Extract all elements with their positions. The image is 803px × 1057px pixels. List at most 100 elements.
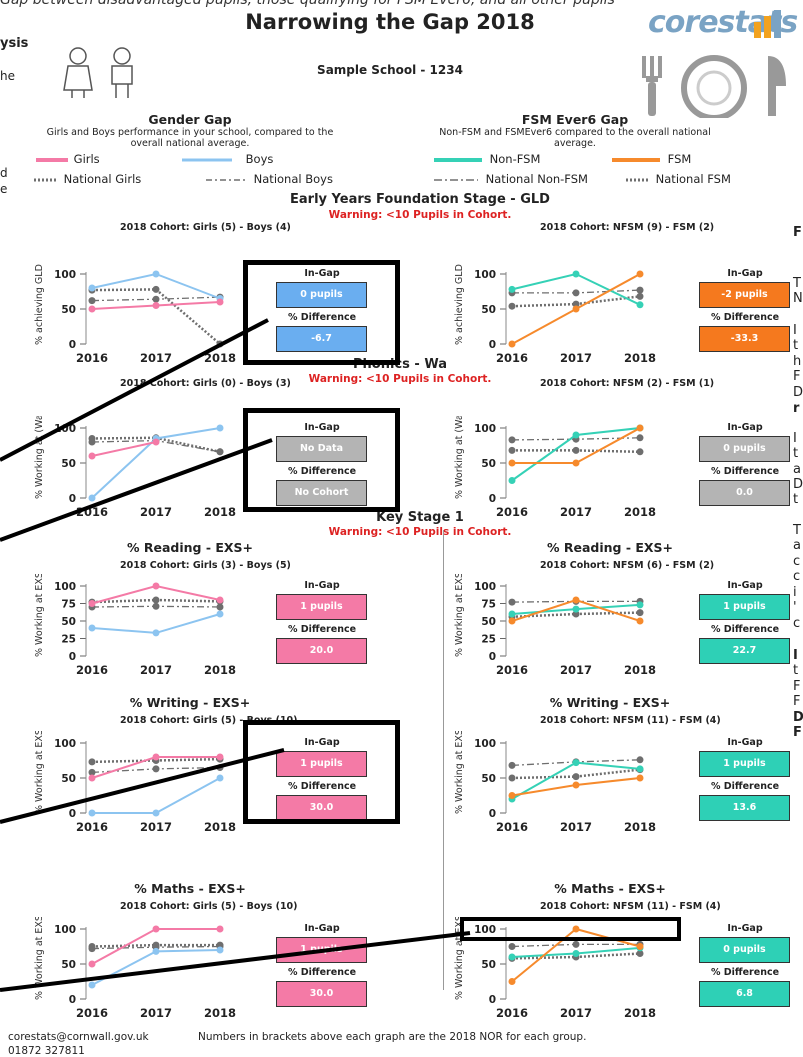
wa-fsm-series-natB-point [636, 434, 644, 442]
read-fsm-subtitle: % Reading - EXS+ [546, 540, 674, 555]
writ-fsm-cohort-label: 2018 Cohort: NFSM (11) - FSM (4) [540, 715, 721, 726]
wa-gender-pct-diff-value: No Cohort [276, 480, 367, 506]
right-column-fragment: T [793, 276, 801, 291]
read-fsm-y-tick-label: 0 [489, 651, 496, 663]
math-gender-cohort-label: 2018 Cohort: Girls (5) - Boys (10) [120, 901, 298, 912]
bar-logo-icon [754, 10, 781, 38]
girls-line-swatch [36, 157, 68, 162]
national-boys-dashdot-swatch [206, 178, 246, 181]
math-gender-series-girls-point [88, 960, 96, 968]
legend-national-girls-label: National Girls [63, 172, 142, 186]
writ-fsm-series-natB-point [636, 756, 644, 764]
read-fsm-chart: % Working at EXS+ 0 25 50 75 100 2016 2017 2018 [454, 574, 656, 677]
writ-gender-series-boys-point [216, 774, 224, 782]
gld-gender-series-natB-point [152, 295, 160, 303]
gld-fsm-series-nonfsm-point [636, 301, 644, 309]
writ-gender-series-boys-point [88, 809, 96, 817]
gld-fsm-series-nonfsm-point [508, 285, 516, 293]
read-fsm-series-fsm-point [508, 617, 516, 625]
right-column-fragment: t [793, 338, 799, 353]
gld-gender-x-tick-label: 2018 [204, 351, 236, 365]
read-gender-y-tick-label: 0 [69, 651, 76, 663]
right-column-fragment: a [793, 462, 801, 477]
fsm-gap-heading: FSM Ever6 Gap [521, 112, 629, 127]
math-gender-series-boys-point [216, 946, 224, 954]
writ-fsm-subtitle: % Writing - EXS+ [549, 695, 671, 710]
writ-fsm-y-tick-label: 0 [489, 808, 496, 820]
page-title: Narrowing the Gap 2018 [245, 10, 535, 34]
gld-gender-in-gap-label: In-Gap [304, 268, 340, 279]
right-column-fragment: c [793, 554, 801, 569]
read-gender-in-gap-label: In-Gap [304, 580, 340, 591]
writ-gender-y-axis-label: % Working at EXS+ [34, 731, 45, 814]
left-heading-fragment: ysis [0, 36, 29, 51]
gld-fsm-x-tick-label: 2018 [624, 351, 656, 365]
writ-fsm-series-nonfsm-point [636, 765, 644, 773]
writ-fsm-in-gap-label: In-Gap [727, 737, 763, 748]
writ-gender-chart: % Working at EXS+ 0 50 100 2016 2017 2018 [34, 731, 236, 834]
phonics-warning: Warning: <10 Pupils in Cohort. [308, 373, 492, 385]
right-column-fragment: F [793, 225, 802, 240]
math-fsm-series-natB-point [508, 943, 516, 950]
read-gender-x-tick-label: 2018 [204, 663, 236, 677]
writ-fsm-x-tick-label: 2017 [560, 820, 592, 834]
wa-fsm-in-gap-value: 0 pupils [699, 436, 790, 462]
wa-fsm-x-tick-label: 2016 [496, 505, 528, 519]
gld-fsm-y-tick-label: 50 [481, 304, 496, 316]
wa-fsm-series-fsm-point [508, 459, 516, 467]
wa-gender-in-gap-label: In-Gap [304, 422, 340, 433]
read-fsm-x-tick-label: 2016 [496, 663, 528, 677]
math-fsm-series-natB-point [572, 940, 580, 948]
eyfs-warning: Warning: <10 Pupils in Cohort. [328, 209, 512, 221]
read-fsm-x-tick-label: 2018 [624, 663, 656, 677]
gld-gender-pct-diff-value: -6.7 [276, 326, 367, 352]
read-gender-series-girls-point [88, 600, 96, 607]
wa-fsm-series-natA-point [636, 448, 644, 456]
right-column-fragment: T [793, 523, 801, 538]
wa-gender-series-boys-point [216, 424, 224, 432]
legend-non-fsm-label: Non-FSM [489, 152, 541, 166]
math-fsm-y-axis-label: % Working at EXS+ [454, 917, 465, 1000]
wa-fsm-cohort-label: 2018 Cohort: NFSM (2) - FSM (1) [540, 378, 715, 389]
right-column-fragment: c [793, 616, 801, 631]
writ-gender-subtitle: % Writing - EXS+ [129, 695, 251, 710]
corestats-logo: corestats [648, 5, 798, 40]
math-gender-series-girls-point [152, 925, 160, 933]
read-gender-series-natA-point [152, 596, 160, 604]
right-column-fragment: ' [793, 600, 797, 615]
wa-gender-cohort-label: 2018 Cohort: Girls (0) - Boys (3) [120, 378, 291, 389]
read-fsm-y-tick-label: 75 [481, 599, 496, 611]
math-gender-x-tick-label: 2018 [204, 1006, 236, 1020]
wa-gender-pct-diff-label: % Difference [287, 466, 357, 477]
writ-gender-y-tick-label: 0 [69, 808, 76, 820]
legend-fsm: FSM [612, 152, 691, 166]
legend-girls: Girls [0, 152, 100, 166]
gld-fsm-series-natB-point [636, 286, 644, 294]
math-fsm-y-tick-label: 100 [474, 924, 496, 936]
read-fsm-series-natB-point [508, 598, 516, 606]
math-fsm-series-nonfsm-point [572, 950, 580, 957]
math-fsm-x-tick-label: 2018 [624, 1006, 656, 1020]
legend-national-fsm-label: National FSM [655, 172, 731, 186]
legend-national-girls: National Girls [34, 172, 141, 186]
writ-gender-series-girls-point [216, 753, 224, 761]
wa-fsm-y-tick-label: 50 [481, 458, 496, 470]
writ-fsm-series-fsm-point [572, 781, 580, 789]
math-gender-series-natA-point [216, 941, 224, 949]
gld-fsm-pct-diff-label: % Difference [710, 312, 780, 323]
wa-gender-x-tick-label: 2018 [204, 505, 236, 519]
gld-fsm-in-gap-label: In-Gap [727, 268, 763, 279]
math-gender-series-boys-point [88, 981, 96, 989]
right-column-fragment: F [793, 679, 801, 694]
read-fsm-pct-diff-label: % Difference [710, 624, 780, 635]
writ-gender-in-gap-value: 1 pupils [276, 751, 367, 777]
left-text-fragment: e [0, 182, 8, 196]
gld-fsm-chart: % achieving GLD 0 50 100 2016 2017 2018 [454, 264, 656, 365]
wa-gender-y-tick-label: 100 [54, 423, 76, 435]
right-column-fragment: N [793, 291, 803, 306]
writ-fsm-in-gap-value: 1 pupils [699, 751, 790, 777]
gld-gender-series-natB-point [88, 297, 96, 305]
legend-boys: Boys [182, 152, 273, 166]
gld-fsm-in-gap-value: -2 pupils [699, 282, 790, 308]
math-gender-pct-diff-label: % Difference [287, 967, 357, 978]
